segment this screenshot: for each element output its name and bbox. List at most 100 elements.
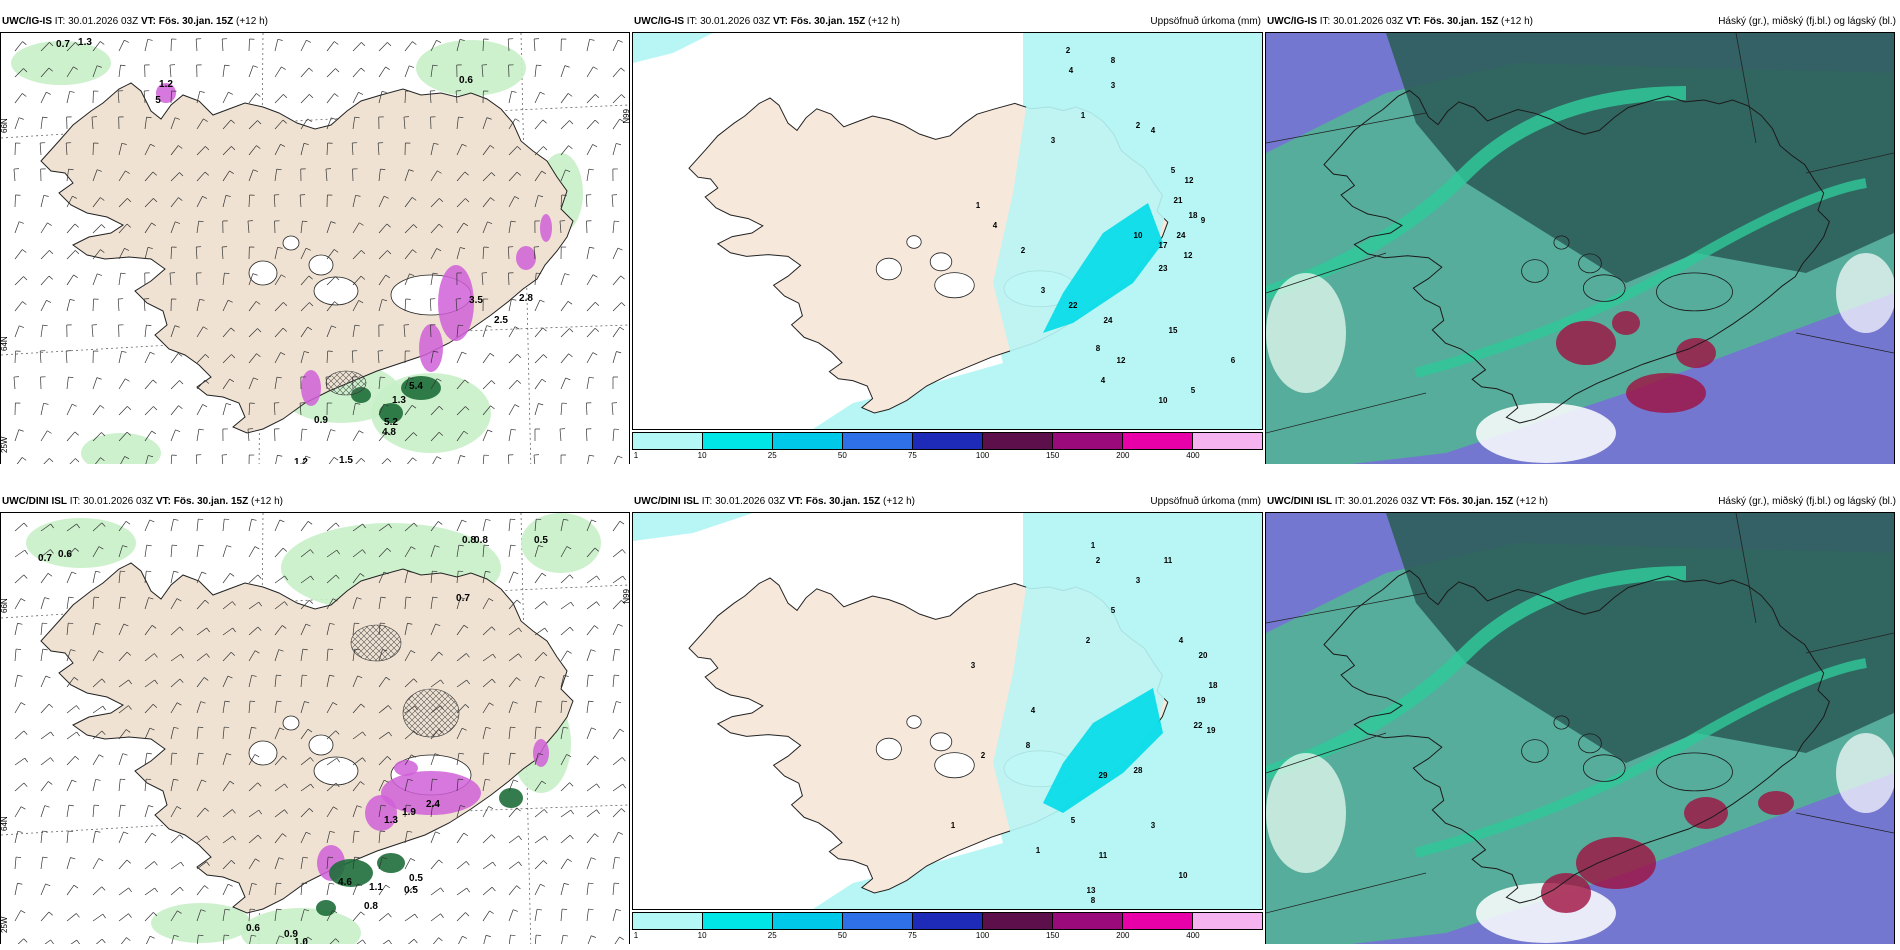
colorbar-segment [633, 913, 703, 929]
precip-value-label: 6 [1231, 356, 1236, 365]
colorbar-segment [1123, 433, 1193, 449]
precip-value-label: 3 [1051, 136, 1056, 145]
precip-value-label: 10 [1134, 231, 1143, 240]
colorbar-segment [913, 433, 983, 449]
precip-map[interactable]: 2 4 8 3 1 3 2 4 5 12 21 18 9 24 12 10 17 23 22 24 8 12 15 4 10 6 5… [632, 32, 1263, 430]
precip-value-label: 12 [1184, 251, 1193, 260]
precip-value-label: 4 [1151, 126, 1156, 135]
precip-value-label: 3 [1151, 821, 1156, 830]
colorbar-tick-label: 50 [837, 931, 847, 940]
panel-header: UWC/IG-IS IT: 30.01.2026 03Z VT: Fös. 30… [2, 16, 268, 27]
panel-header: UWC/DINI ISL IT: 30.01.2026 03Z VT: Fös.… [1267, 496, 1548, 507]
precip-value-label: 12 [1117, 356, 1126, 365]
wind-value-label: 0.8 [462, 535, 476, 546]
colorbar-segment [1193, 433, 1262, 449]
colorbar-tick-label: 25 [767, 451, 777, 460]
cloud-panel-row1: UWC/DINI ISL IT: 30.01.2026 03Z VT: Fös.… [1265, 492, 1900, 944]
precip-value-label: 5 [1171, 166, 1176, 175]
colorbar-tick-label: 10 [697, 451, 707, 460]
wind-value-label: 0.5 [534, 535, 548, 546]
precip-value-label: 5 [1191, 386, 1196, 395]
precip-value-label: 10 [1179, 871, 1188, 880]
colorbar-segment [703, 433, 773, 449]
precip-value-label: 1 [951, 821, 956, 830]
colorbar-tick-label: 400 [1186, 451, 1200, 460]
axis-label: 64N [1, 336, 9, 351]
precip-value-label: 29 [1099, 771, 1108, 780]
wind-value-label: 0.7 [456, 593, 470, 604]
graticule-64n [1, 324, 629, 356]
wind-value-label: 2.5 [494, 315, 508, 326]
precip-value-label: 4 [1101, 376, 1106, 385]
colorbar-tick-label: 75 [907, 931, 917, 940]
precip-value-label: 5 [1111, 606, 1116, 615]
precip-value-label: 4 [1069, 66, 1074, 75]
colorbar-segment [913, 913, 983, 929]
colorbar-tick-label: 50 [837, 451, 847, 460]
wind-value-label: 2.8 [519, 293, 533, 304]
precip-value-label: 11 [1099, 851, 1108, 860]
wind-value-label: 0.5 [409, 873, 423, 884]
wind-panel-row1: UWC/DINI ISL IT: 30.01.2026 03Z VT: Fös.… [0, 492, 632, 944]
colorbar-segment [1123, 913, 1193, 929]
precip-value-label: 8 [1026, 741, 1031, 750]
colorbar-segment [843, 433, 913, 449]
wind-panel-row0: UWC/IG-IS IT: 30.01.2026 03Z VT: Fös. 30… [0, 12, 632, 464]
precip-value-label: 4 [993, 221, 998, 230]
colorbar-segment [983, 913, 1053, 929]
cloud-map[interactable] [1265, 512, 1895, 944]
wind-value-label: 0.9 [314, 415, 328, 426]
wind-value-label: 4.8 [382, 427, 396, 438]
precip-value-label: 22 [1069, 301, 1078, 310]
panel-header: UWC/IG-IS IT: 30.01.2026 03Z VT: Fös. 30… [1267, 16, 1533, 27]
precip-value-label: 15 [1169, 326, 1178, 335]
colorbar-segment [983, 433, 1053, 449]
colorbar-segment [773, 433, 843, 449]
colorbar-segment [1193, 913, 1262, 929]
colorbar-tick-label: 1 [633, 451, 639, 460]
wind-map[interactable]: 0.7 0.6 0.8 0.8 0.5 0.7 2.4 1.9 1.3 0.5 4.6 1.1 0.5 0… [0, 512, 630, 944]
graticule-64n [1, 804, 629, 836]
precip-value-label: 12 [1185, 176, 1194, 185]
wind-value-label: 0.6 [459, 75, 473, 86]
wind-value-label: 1.3 [392, 395, 406, 406]
cloud-title: Háský (gr.), miðský (fj.bl.) og lágský (… [1718, 16, 1896, 27]
precip-title: Uppsöfnuð úrkoma (mm) [1150, 16, 1261, 27]
precip-value-label: 19 [1207, 726, 1216, 735]
wind-map[interactable]: 0.7 1.3 1.2 5 0.6 2.8 5.4 1.3 5.2 4.8 0.9 1.5 3.5 2.5… [0, 32, 630, 464]
precip-value-label: 1 [1091, 541, 1096, 550]
precip-value-label: 2 [1066, 46, 1071, 55]
precip-value-label: 2 [1021, 246, 1026, 255]
precip-colorbar [632, 432, 1263, 450]
colorbar-ticks: 1 10 25 50 75 100 150 200 400 [632, 451, 1263, 461]
precip-value-label: 24 [1104, 316, 1113, 325]
wind-value-label: 2.4 [426, 799, 440, 810]
colorbar-tick-label: 100 [975, 931, 990, 940]
colorbar-tick-label: 200 [1116, 931, 1130, 940]
wind-value-label: 0.8 [474, 535, 488, 546]
graticule-66n [1, 584, 629, 619]
precip-value-label: 2 [981, 751, 986, 760]
precip-value-label: 2 [1136, 121, 1141, 130]
colorbar-segment [633, 433, 703, 449]
precip-value-label: 1 [976, 201, 981, 210]
wind-value-label: 4.6 [338, 877, 352, 888]
precip-value-label: 24 [1177, 231, 1186, 240]
axis-label: 66N [1, 118, 9, 133]
precip-value-label: 22 [1194, 721, 1203, 730]
wind-value-label: 0.6 [246, 923, 260, 934]
colorbar-tick-label: 150 [1045, 451, 1060, 460]
precip-value-label: 1 [1036, 846, 1041, 855]
axis-label: 25W [1, 916, 9, 933]
precip-value-label: 4 [1031, 706, 1036, 715]
precip-value-label: 9 [1201, 216, 1206, 225]
colorbar-ticks: 1 10 25 50 75 100 150 200 400 [632, 931, 1263, 941]
iceland-coastline [1323, 569, 1830, 904]
precip-map[interactable]: 1 2 11 3 5 2 4 20 18 19 22 19 3 8 29 28 2 4 10 13 8 11 3 5 1 1 [632, 512, 1263, 910]
cloud-map[interactable] [1265, 32, 1895, 464]
graticule-66n [1, 104, 629, 139]
wind-value-label: 1.1 [369, 882, 383, 893]
precip-value-label: 19 [1197, 696, 1206, 705]
precip-value-label: 17 [1159, 241, 1168, 250]
wind-barbs [13, 38, 626, 464]
